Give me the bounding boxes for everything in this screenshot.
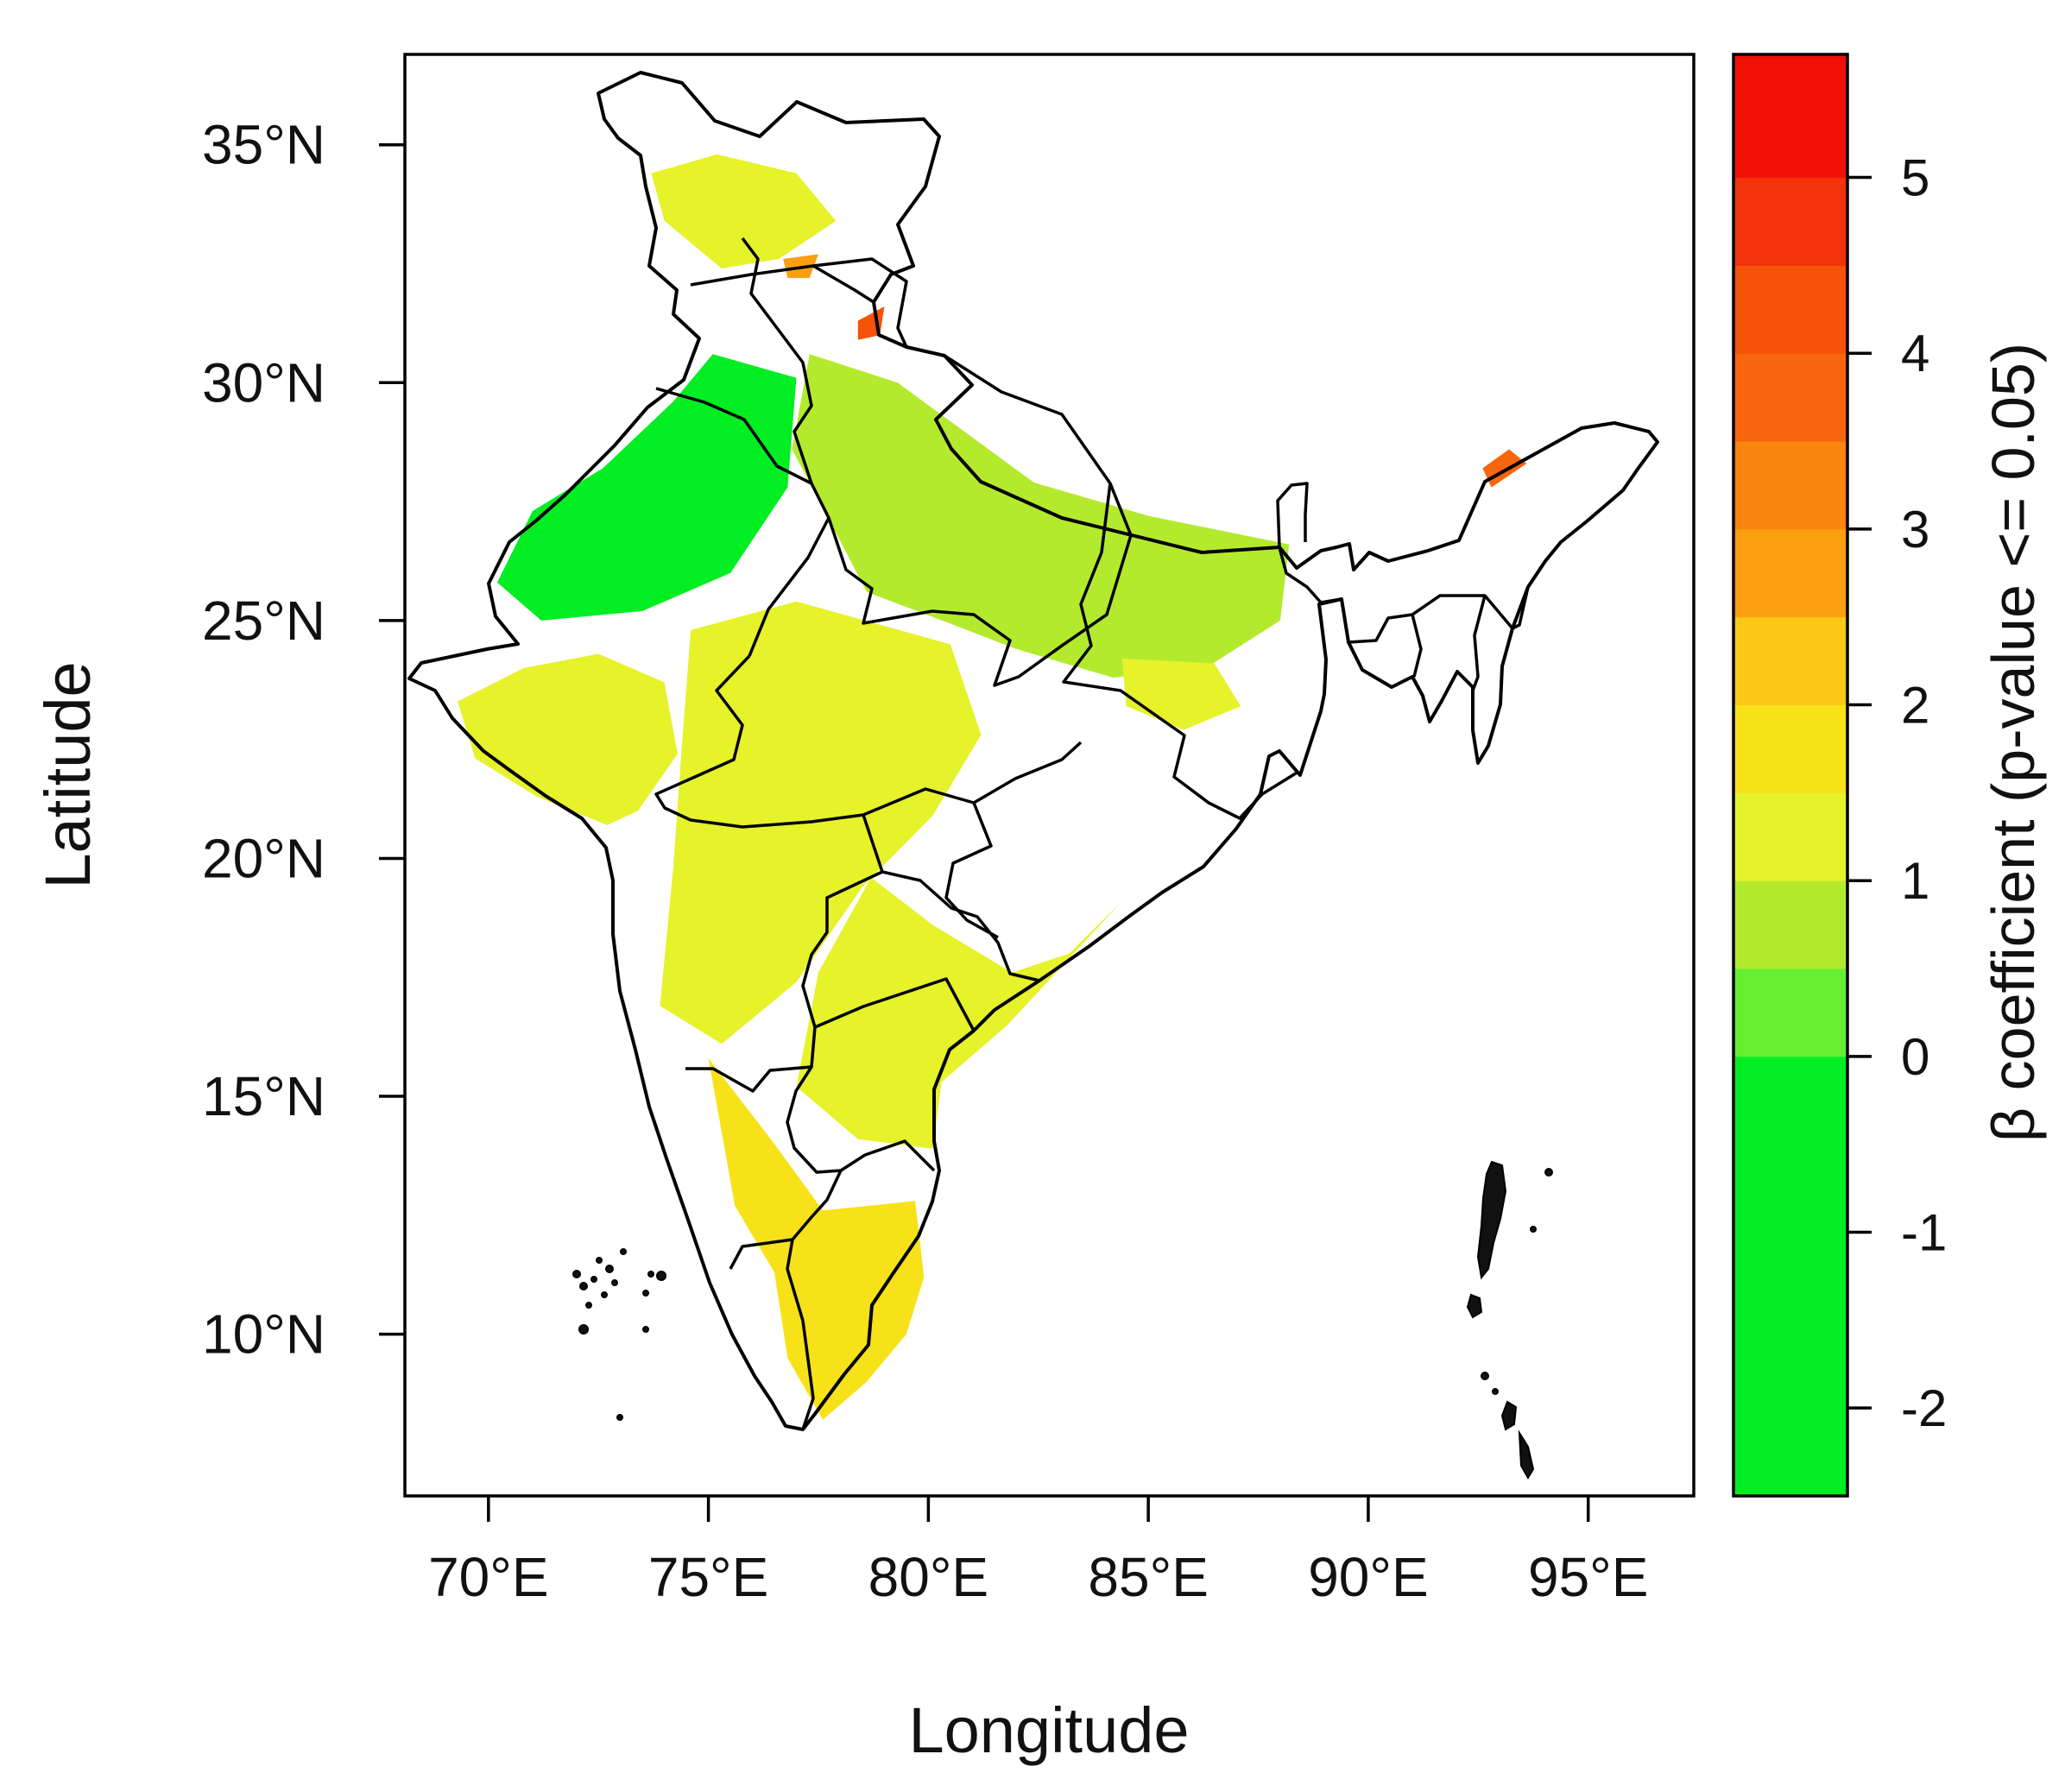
x-tick-label: 75°E [648, 1546, 768, 1608]
colorbar-tick-label: 1 [1901, 852, 1929, 910]
region-telangana-coast [796, 877, 1122, 1149]
islands [572, 1160, 1553, 1480]
colorbar-tick-label: -1 [1901, 1204, 1947, 1262]
colorbar-bin [1733, 54, 1847, 179]
y-tick-label: 10°N [202, 1303, 325, 1366]
x-tick-label: 85°E [1088, 1546, 1208, 1608]
colorbar-bin [1733, 616, 1847, 706]
region-north-west-arid [497, 354, 797, 621]
colorbar-bin [1733, 177, 1847, 266]
colorbar [1733, 54, 1847, 1497]
region-gujarat [458, 653, 678, 825]
y-tick-label: 35°N [202, 114, 325, 176]
state-boundaries [654, 237, 1530, 1430]
colorbar-bin [1733, 528, 1847, 618]
india-outline [407, 71, 1659, 1431]
x-tick-label: 80°E [868, 1546, 988, 1608]
colorbar-tick-label: 2 [1901, 677, 1929, 735]
beta-coefficient-field [458, 154, 1527, 1420]
y-axis: 10°N 15°N 20°N 25°N 30°N 35°N [202, 114, 405, 1366]
colorbar-ticks: -2 -1 0 1 2 3 4 5 [1847, 149, 1947, 1437]
x-tick-label: 70°E [428, 1546, 548, 1608]
x-tick-label: 90°E [1308, 1546, 1428, 1608]
colorbar-tick-label: 4 [1901, 325, 1929, 382]
colorbar-bin [1733, 792, 1847, 881]
x-tick-label: 95°E [1528, 1546, 1648, 1608]
colorbar-bin [1733, 1056, 1847, 1497]
colorbar-bin [1733, 704, 1847, 793]
x-axis: 70°E 75°E 80°E 85°E 90°E 95°E [428, 1496, 1648, 1608]
colorbar-bin [1733, 353, 1847, 442]
colorbar-bin [1733, 441, 1847, 530]
region-central-deccan [660, 601, 982, 1044]
colorbar-tick-label: 0 [1901, 1028, 1929, 1086]
colorbar-title: β coefficient (p-value <= 0.05) [1980, 343, 2047, 1142]
map-frame [403, 53, 1696, 1498]
y-tick-label: 15°N [202, 1065, 325, 1127]
x-axis-title: Longitude [908, 1694, 1189, 1766]
colorbar-tick-label: -2 [1901, 1379, 1947, 1437]
colorbar-tick-label: 5 [1901, 149, 1929, 207]
y-axis-title: Latitude [32, 661, 104, 888]
y-tick-label: 20°N [202, 827, 325, 889]
colorbar-bin [1733, 969, 1847, 1057]
colorbar-bin [1733, 265, 1847, 354]
y-tick-label: 30°N [202, 351, 325, 413]
colorbar-frame [1732, 53, 1849, 1498]
region-kashmir-west [651, 154, 837, 268]
colorbar-bin [1733, 880, 1847, 969]
colorbar-tick-label: 3 [1901, 501, 1929, 558]
y-tick-label: 25°N [202, 590, 325, 652]
